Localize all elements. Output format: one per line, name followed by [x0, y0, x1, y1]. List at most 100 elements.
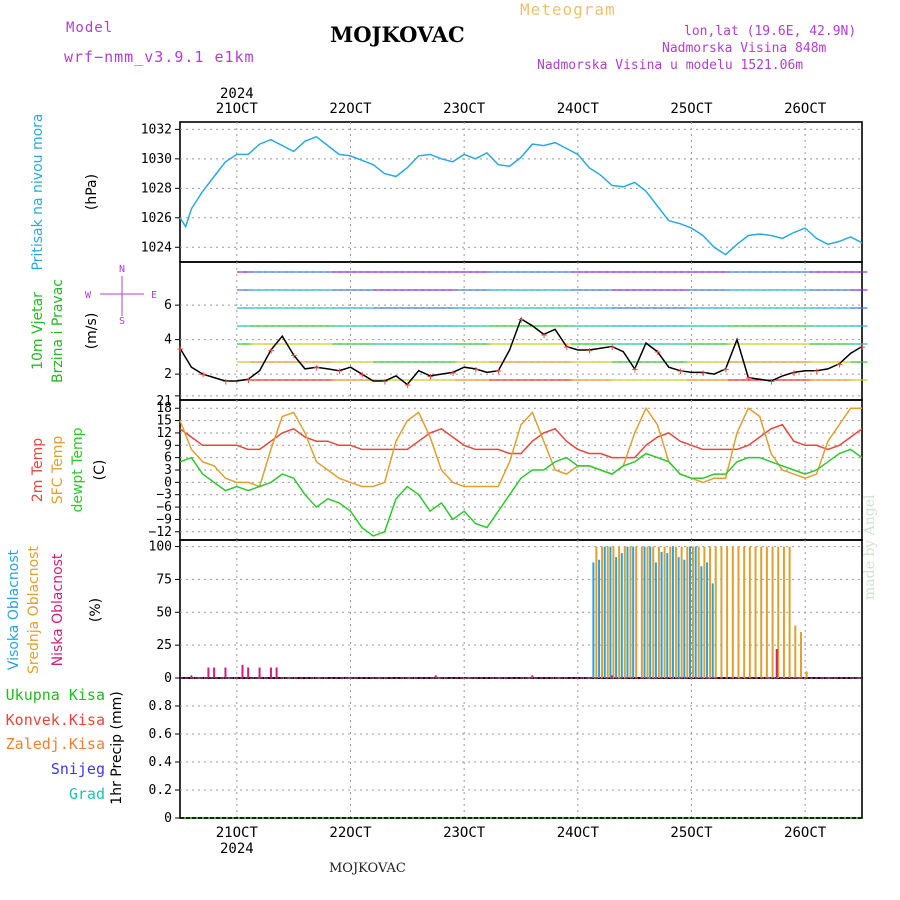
y-tick-label: 1032: [141, 122, 172, 137]
label-cloud-low: Niska Oblacnost: [50, 553, 66, 666]
date-label-top: 22OCT: [329, 101, 372, 117]
label-cloud-mid: Srednja Oblacnost: [26, 546, 42, 674]
y-tick-label: 18: [156, 401, 172, 416]
wind-gust-marker: +: [450, 366, 457, 379]
footer-station: MOJKOVAC: [329, 861, 406, 876]
label-precip-2: Zaledj.Kisa: [6, 735, 105, 753]
wind-gust-marker: +: [791, 366, 798, 379]
wind-gust-marker: +: [200, 368, 207, 381]
y-tick-label: 0: [164, 475, 172, 490]
wind-gust-marker: +: [427, 370, 434, 383]
label-temp-sfc: SFC Temp: [50, 436, 66, 505]
wind-gust-marker: +: [268, 344, 275, 357]
wind-speed-line: [179, 317, 863, 386]
y-tick-label: 0.6: [149, 727, 172, 742]
label-cloud-high: Visoka Oblacnost: [6, 549, 22, 670]
date-label-top: 26OCT: [784, 101, 827, 117]
wind-gust-marker: +: [473, 363, 480, 376]
wind-gust-marker: +: [313, 361, 320, 374]
panel-frame-pressure: [179, 121, 863, 263]
wind-gust-marker: +: [654, 346, 661, 359]
wind-gust-marker: +: [677, 365, 684, 378]
wind-gust-marker: +: [245, 373, 252, 386]
wind-gust-marker: +: [382, 375, 389, 388]
date-label-top: 24OCT: [557, 101, 600, 117]
wind-gust-marker: +: [723, 363, 730, 376]
y-tick-label: 75: [156, 572, 172, 587]
y-tick-label: −3: [156, 488, 172, 503]
label-precip-4: Grad: [69, 785, 105, 803]
y-tick-label: 1028: [141, 181, 172, 196]
wind-gust-marker: +: [609, 341, 616, 354]
y-tick-label: 100: [149, 540, 172, 555]
y-tick-label: 50: [156, 605, 172, 620]
altitude-label: Nadmorska Visina 848m: [662, 41, 827, 56]
label-precip-unit: 1hr Precip (mm): [109, 691, 125, 804]
wind-gust-marker: +: [177, 342, 184, 355]
wind-gust-marker: +: [404, 378, 411, 391]
lonlat-label: lon,lat (19.6E, 42.9N): [684, 24, 857, 39]
label-wind-unit: (m/s): [84, 313, 100, 350]
y-tick-label: 9: [164, 438, 172, 453]
temp-line-2: [179, 448, 863, 537]
y-tick-label: 2: [164, 367, 172, 382]
wind-gust-marker: +: [336, 365, 343, 378]
model-altitude-label: Nadmorska Visina u modelu 1521.06m: [537, 58, 804, 73]
y-tick-label: 0.8: [149, 699, 172, 714]
label-wind: 10m Vjetar: [30, 292, 46, 370]
wind-gust-marker: +: [700, 366, 707, 379]
panel-frame-cloud: [179, 539, 863, 679]
date-label-bottom: 23OCT: [443, 825, 486, 841]
date-label-top: 23OCT: [443, 101, 486, 117]
wind-gust-marker: +: [632, 363, 639, 376]
label-temp-dewpt: dewpt Temp: [70, 427, 86, 512]
y-tick-label: 0.2: [149, 783, 172, 798]
wind-gust-marker: +: [518, 313, 525, 326]
year-label-bottom: 2024: [220, 841, 254, 857]
y-tick-label: 1024: [141, 240, 172, 255]
station-title: MOJKOVAC: [330, 22, 465, 47]
label-pressure: Pritisak na nivou mora: [30, 113, 46, 270]
y-tick-label: 25: [156, 638, 172, 653]
model-name: wrf−nmm_v3.9.1 e1km: [64, 48, 255, 66]
y-tick-label: 0.4: [149, 755, 173, 770]
model-label: Model: [66, 20, 114, 36]
label-pressure-unit: (hPa): [84, 174, 100, 210]
y-tick-label: 15: [156, 414, 172, 429]
wind-gust-marker: +: [359, 368, 366, 381]
label-precip-3: Snijeg: [51, 760, 105, 778]
wind-gust-marker: +: [291, 349, 298, 362]
y-tick-label: 1026: [141, 211, 172, 226]
y-tick-label: 21: [156, 394, 172, 409]
date-label-bottom: 21OCT: [216, 825, 259, 841]
date-label-bottom: 25OCT: [670, 825, 713, 841]
date-label-bottom: 26OCT: [784, 825, 827, 841]
wind-gust-marker: +: [836, 358, 843, 371]
pressure-line: [179, 135, 863, 256]
product-title: Meteogram: [520, 0, 616, 19]
wind-arrows: [236, 271, 868, 381]
y-tick-label: 0: [164, 811, 172, 826]
date-label-top: 21OCT: [216, 101, 259, 117]
label-temp-2m: 2m Temp: [30, 438, 46, 502]
wind-compass-n: N: [119, 264, 125, 275]
label-precip-1: Konvek.Kisa: [6, 711, 105, 729]
y-tick-label: 6: [164, 298, 172, 313]
wind-gust-marker: +: [745, 372, 752, 385]
y-tick-label: 1030: [141, 152, 172, 167]
wind-gust-marker: +: [563, 341, 570, 354]
y-tick-label: 4: [164, 333, 172, 348]
label-wind-2: Brzina i Pravac: [50, 279, 66, 383]
wind-gust-marker: +: [859, 341, 866, 354]
wind-compass-w: W: [85, 290, 92, 301]
wind-compass-e: E: [151, 290, 157, 301]
wind-gust-marker: +: [222, 375, 229, 388]
wind-gust-marker: +: [814, 365, 821, 378]
panel-frame-precip: [179, 677, 863, 819]
y-tick-label: −9: [156, 512, 172, 527]
y-tick-label: 0: [164, 671, 172, 686]
y-tick-label: −6: [156, 500, 172, 515]
temp-line-1: [179, 406, 862, 488]
